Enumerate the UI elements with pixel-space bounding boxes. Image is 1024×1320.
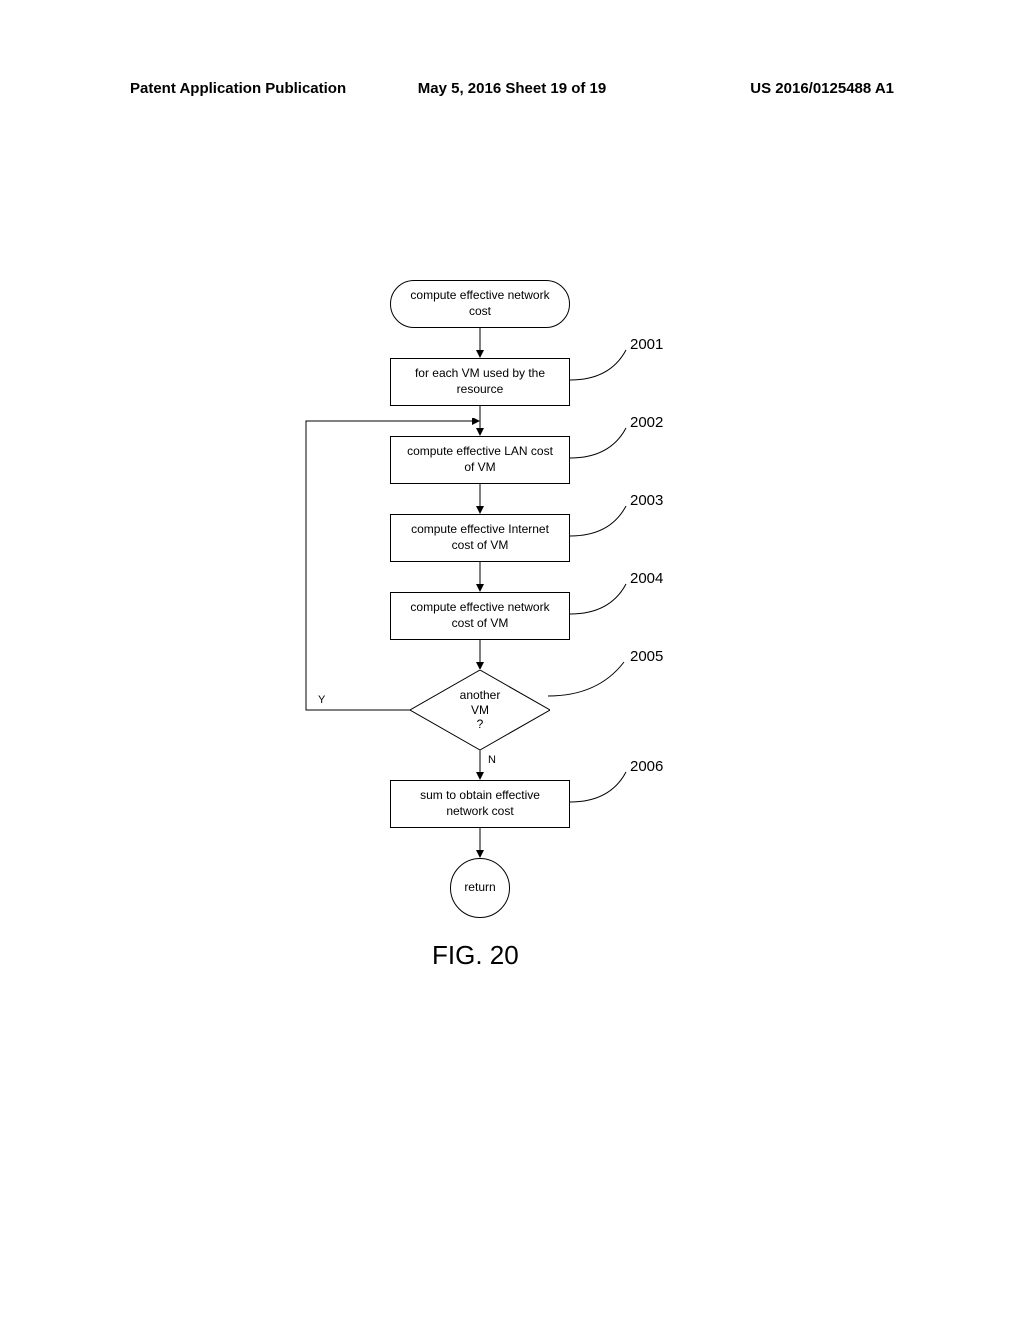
decision-2005-line3: ?	[477, 717, 484, 731]
ref-2003: 2003	[630, 492, 663, 509]
process-2006-text: sum to obtain effective network cost	[401, 788, 559, 819]
header-left: Patent Application Publication	[130, 80, 385, 97]
start-terminator: compute effective network cost	[390, 280, 570, 328]
header-center: May 5, 2016 Sheet 19 of 19	[385, 80, 640, 97]
header-right: US 2016/0125488 A1	[639, 80, 894, 97]
figure-label: FIG. 20	[432, 940, 519, 971]
ref-curve-2005	[548, 658, 638, 702]
ref-2001: 2001	[630, 336, 663, 353]
ref-2005: 2005	[630, 648, 663, 665]
arrow-2006-return	[476, 828, 484, 858]
ref-2006: 2006	[630, 758, 663, 775]
return-text: return	[464, 880, 495, 896]
process-2001-text: for each VM used by the resource	[401, 366, 559, 397]
return-terminator: return	[450, 858, 510, 918]
decision-no-label: N	[488, 754, 496, 766]
page-header: Patent Application Publication May 5, 20…	[0, 80, 1024, 97]
process-2001: for each VM used by the resource	[390, 358, 570, 406]
arrow-start-2001	[476, 328, 484, 358]
arrow-loopback	[300, 418, 484, 714]
process-2006: sum to obtain effective network cost	[390, 780, 570, 828]
arrow-2005-2006	[476, 750, 484, 780]
ref-2002: 2002	[630, 414, 663, 431]
start-text: compute effective network cost	[409, 288, 551, 319]
ref-2004: 2004	[630, 570, 663, 587]
